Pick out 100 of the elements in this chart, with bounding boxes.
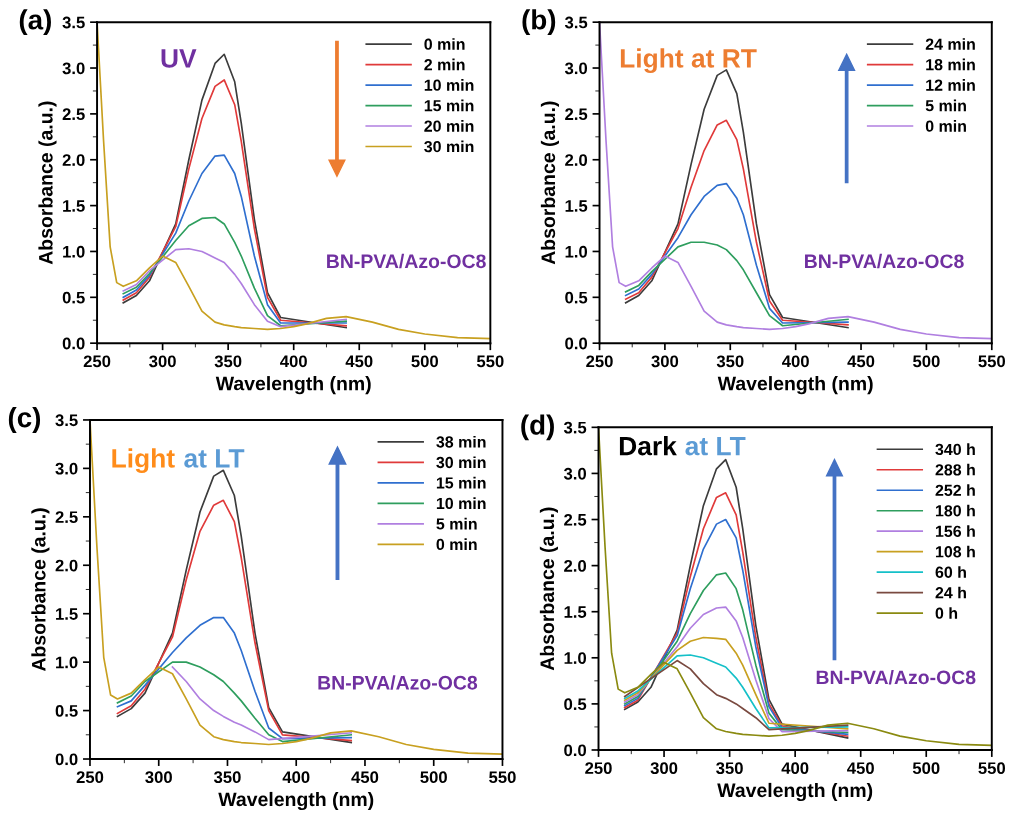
x-tick-label: 300 bbox=[651, 355, 679, 368]
x-tick-label: 300 bbox=[145, 771, 172, 784]
x-tick-label: 550 bbox=[489, 771, 516, 784]
legend-label: 2 min bbox=[424, 58, 465, 71]
y-axis-title: Absorbance (a.u.) bbox=[38, 101, 57, 265]
annotation: BN-PVA/Azo-OC8 bbox=[318, 675, 478, 690]
y-tick-label: 2.0 bbox=[62, 154, 85, 166]
y-tick-label: 3.0 bbox=[62, 62, 85, 75]
y-tick-label: 0.0 bbox=[62, 337, 85, 350]
legend-label: 24 min bbox=[925, 38, 975, 50]
legend-label: 24 h bbox=[935, 586, 966, 599]
x-tick-label: 500 bbox=[411, 355, 439, 368]
annotation: UV bbox=[161, 49, 197, 68]
legend-label: 10 min bbox=[424, 79, 474, 91]
y-tick-label: 2.0 bbox=[55, 559, 78, 572]
y-tick-label: 3.5 bbox=[564, 16, 588, 29]
y-tick-label: 3.0 bbox=[563, 467, 587, 480]
y-tick-label: 0.5 bbox=[564, 698, 587, 711]
legend-label: 0 h bbox=[935, 607, 958, 619]
legend-label: 0 min bbox=[424, 38, 465, 50]
x-tick-label: 350 bbox=[213, 771, 241, 784]
annotation: BN-PVA/Azo-OC8 bbox=[816, 669, 976, 685]
chart-title: (a) bbox=[19, 9, 51, 36]
chart-title: (b) bbox=[522, 9, 556, 36]
annotation: BN-PVA/Azo-OC8 bbox=[805, 253, 964, 269]
x-tick-label: 250 bbox=[83, 355, 111, 368]
chart-title: (c) bbox=[8, 406, 41, 433]
y-tick-label: 1.5 bbox=[63, 200, 85, 212]
legend-label: 15 min bbox=[436, 476, 486, 489]
legend-label: 30 min bbox=[424, 140, 474, 153]
y-tick-label: 0.5 bbox=[565, 291, 588, 304]
legend-label: 5 min bbox=[436, 517, 477, 530]
y-tick-label: 2.0 bbox=[565, 154, 588, 166]
x-tick-label: 500 bbox=[912, 762, 940, 775]
x-tick-label: 550 bbox=[978, 762, 1006, 775]
y-tick-label: 0.0 bbox=[564, 744, 587, 757]
chart-title: (d) bbox=[521, 414, 554, 441]
y-tick-label: 2.5 bbox=[564, 513, 587, 526]
x-tick-label: 400 bbox=[781, 762, 809, 775]
legend-label: 10 min bbox=[436, 497, 486, 510]
x-axis-title: Wavelength (nm) bbox=[717, 376, 873, 395]
x-tick-label: 300 bbox=[149, 355, 176, 368]
annotation: at LT bbox=[184, 449, 245, 468]
annotation: Light bbox=[112, 448, 175, 473]
legend-label: 5 min bbox=[925, 99, 966, 112]
x-tick-label: 350 bbox=[214, 355, 242, 368]
annotation: Dark bbox=[619, 436, 677, 456]
y-axis-title: Absorbance (a.u.) bbox=[31, 508, 50, 672]
legend-label: 12 min bbox=[926, 79, 975, 91]
x-axis-title: Wavelength (nm) bbox=[215, 376, 371, 395]
y-tick-label: 1.5 bbox=[564, 606, 587, 618]
x-tick-label: 450 bbox=[847, 355, 875, 368]
annotation: BN-PVA/Azo-OC8 bbox=[327, 253, 486, 269]
y-tick-label: 1.0 bbox=[565, 245, 588, 258]
y-tick-label: 2.0 bbox=[564, 560, 587, 572]
x-tick-label: 400 bbox=[782, 355, 809, 368]
x-tick-label: 550 bbox=[978, 355, 1006, 368]
x-tick-label: 500 bbox=[420, 771, 447, 784]
x-tick-label: 250 bbox=[585, 762, 612, 775]
x-tick-label: 250 bbox=[586, 355, 613, 368]
y-tick-label: 0.0 bbox=[565, 337, 588, 350]
annotation: at LT bbox=[685, 436, 746, 456]
x-axis-title: Wavelength (nm) bbox=[218, 791, 374, 811]
y-tick-label: 2.5 bbox=[62, 108, 85, 121]
y-tick-label: 1.0 bbox=[56, 656, 78, 669]
y-tick-label: 2.5 bbox=[55, 511, 78, 524]
x-tick-label: 450 bbox=[351, 771, 379, 784]
y-tick-label: 3.5 bbox=[563, 421, 587, 434]
x-tick-label: 400 bbox=[280, 355, 307, 368]
y-tick-label: 1.0 bbox=[63, 245, 85, 258]
x-tick-label: 500 bbox=[913, 355, 940, 368]
x-tick-label: 300 bbox=[650, 762, 678, 775]
legend-label: 0 min bbox=[436, 538, 477, 551]
legend-label: 15 min bbox=[424, 99, 474, 112]
x-tick-label: 450 bbox=[345, 355, 373, 368]
legend-label: 108 h bbox=[935, 545, 975, 558]
y-tick-label: 0.0 bbox=[55, 753, 78, 766]
legend-label: 340 h bbox=[935, 443, 975, 456]
legend-label: 18 min bbox=[926, 58, 975, 71]
x-tick-label: 400 bbox=[282, 771, 310, 784]
legend-label: 38 min bbox=[436, 435, 486, 448]
y-tick-label: 3.5 bbox=[62, 16, 85, 29]
annotation: Light at RT bbox=[620, 48, 757, 74]
legend-label: 180 h bbox=[935, 504, 975, 517]
y-tick-label: 0.5 bbox=[62, 291, 85, 304]
x-tick-label: 450 bbox=[847, 762, 874, 775]
y-axis-title: Absorbance (a.u.) bbox=[539, 507, 558, 671]
y-tick-label: 1.5 bbox=[56, 608, 78, 620]
legend-label: 60 h bbox=[935, 566, 966, 578]
legend-label: 20 min bbox=[424, 120, 474, 132]
y-tick-label: 3.0 bbox=[55, 462, 78, 475]
x-axis-title: Wavelength (nm) bbox=[717, 782, 873, 802]
x-tick-label: 550 bbox=[476, 355, 504, 368]
y-tick-label: 2.5 bbox=[565, 108, 588, 121]
legend-label: 30 min bbox=[436, 456, 486, 469]
legend-label: 288 h bbox=[935, 463, 975, 476]
y-tick-label: 0.5 bbox=[55, 704, 78, 717]
legend-label: 156 h bbox=[935, 525, 975, 537]
legend-label: 252 h bbox=[935, 484, 975, 496]
y-tick-label: 1.0 bbox=[564, 652, 587, 664]
